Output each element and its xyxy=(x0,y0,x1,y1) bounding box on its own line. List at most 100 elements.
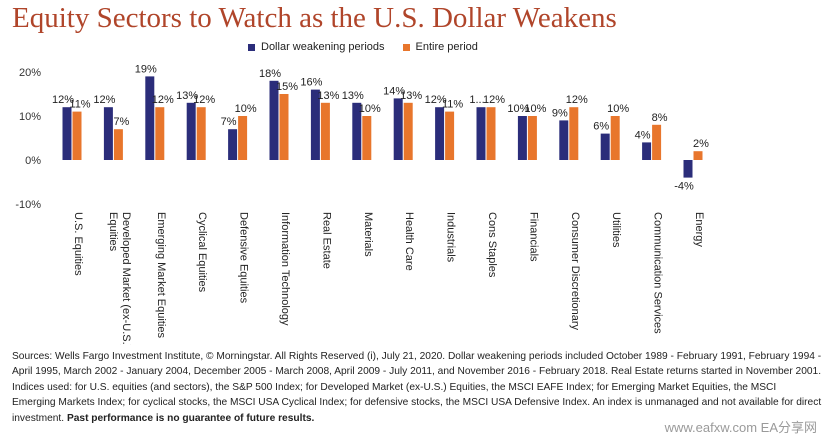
data-label-dollar-weakening: 18% xyxy=(259,68,281,80)
data-label-entire-period: 13% xyxy=(400,90,422,102)
bar-dollar-weakening xyxy=(683,160,693,178)
category-label: Energy xyxy=(693,212,705,247)
data-label-dollar-weakening: 13% xyxy=(176,90,198,102)
bar-entire-period xyxy=(196,107,206,160)
legend-item-entire-period: Entire period xyxy=(402,41,478,53)
data-label-dollar-weakening: 1... xyxy=(469,94,484,106)
category-label: Cyclical Equities xyxy=(196,212,208,293)
y-tick-label: 20% xyxy=(19,67,41,79)
bar-entire-period xyxy=(693,151,703,160)
data-label-dollar-weakening: 12% xyxy=(52,94,74,106)
legend-swatch-dollar-weakening xyxy=(248,43,255,51)
category-label-text: Real Estate xyxy=(320,212,332,269)
bar-dollar-weakening xyxy=(186,102,196,160)
data-label-entire-period: 12% xyxy=(152,94,174,106)
legend-swatch-entire-period xyxy=(402,43,410,51)
data-label-entire-period: 11% xyxy=(69,99,90,111)
watermark-text: www.eafxw.com EA分享网 xyxy=(664,420,817,435)
bar-entire-period xyxy=(320,102,330,160)
legend-item-dollar-weakening: Dollar weakening periods xyxy=(248,41,385,53)
bar-dollar-weakening xyxy=(476,107,486,160)
bar-entire-period xyxy=(155,107,165,160)
category-label-text: Cons Staples xyxy=(486,212,498,278)
bar-dollar-weakening xyxy=(559,120,569,160)
bar-entire-period xyxy=(610,116,620,160)
category-label: Industrials xyxy=(445,212,457,263)
category-label: Utilities xyxy=(610,212,622,248)
data-label-dollar-weakening: 13% xyxy=(342,90,364,102)
data-label-dollar-weakening: 12% xyxy=(425,94,447,106)
bar-dollar-weakening xyxy=(62,107,72,160)
data-label-entire-period: 10% xyxy=(235,103,257,115)
data-label-dollar-weakening: 19% xyxy=(135,63,157,75)
data-label-entire-period: 11% xyxy=(442,99,463,111)
category-label-text: Defensive Equities xyxy=(238,212,250,304)
source-note: Sources: Wells Fargo Investment Institut… xyxy=(12,349,822,426)
category-label: Real Estate xyxy=(320,212,332,269)
data-label-dollar-weakening: 12% xyxy=(93,94,115,106)
data-label-dollar-weakening: 7% xyxy=(221,116,237,128)
category-label: Defensive Equities xyxy=(238,212,250,304)
category-label: U.S. Equities xyxy=(72,212,84,276)
chart-title: Equity Sectors to Watch as the U.S. Doll… xyxy=(12,2,617,34)
category-label-text: Equities xyxy=(107,212,119,252)
y-tick-label: 0% xyxy=(25,155,41,167)
bar-entire-period xyxy=(527,116,537,160)
category-label-text: Cyclical Equities xyxy=(196,212,208,293)
category-label: Health Care xyxy=(403,212,415,271)
data-label-entire-period: 10% xyxy=(359,103,381,115)
bar-entire-period xyxy=(362,116,372,160)
data-label-dollar-weakening: 9% xyxy=(552,107,568,119)
category-label-text: Emerging Market Equities xyxy=(155,212,167,338)
category-label-text: Materials xyxy=(362,212,374,257)
category-label: Consumer Discretionary xyxy=(569,212,581,330)
bar-dollar-weakening xyxy=(228,129,238,160)
bar-entire-period xyxy=(279,94,289,160)
data-label-entire-period: 12% xyxy=(483,94,505,106)
bar-dollar-weakening xyxy=(269,80,279,160)
data-label-entire-period: 10% xyxy=(524,103,546,115)
bar-dollar-weakening xyxy=(642,142,652,160)
legend-label-entire-period: Entire period xyxy=(415,41,478,53)
category-label-text: Developed Market (ex-U.S.) xyxy=(120,212,132,345)
bar-chart: 20%10%0%-10%12%11%U.S. Equities12%7%Deve… xyxy=(15,63,709,345)
bar-dollar-weakening xyxy=(393,98,403,160)
data-label-dollar-weakening: 4% xyxy=(635,129,651,141)
category-label-text: Consumer Discretionary xyxy=(569,212,581,330)
category-label: Developed Market (ex-U.S.)Equities xyxy=(107,212,132,345)
bar-dollar-weakening xyxy=(600,133,610,160)
bar-entire-period xyxy=(113,129,123,160)
category-label-text: Financials xyxy=(527,212,539,262)
data-label-entire-period: 8% xyxy=(652,112,668,124)
category-label-text: Communication Services xyxy=(652,212,664,334)
source-text: Sources: Wells Fargo Investment Institut… xyxy=(12,351,822,424)
legend-label-dollar-weakening: Dollar weakening periods xyxy=(261,41,385,53)
data-label-entire-period: 13% xyxy=(317,90,339,102)
y-tick-label: 10% xyxy=(19,111,41,123)
category-label: Materials xyxy=(362,212,374,257)
bar-entire-period xyxy=(72,111,82,160)
category-label-text: Utilities xyxy=(610,212,622,248)
bar-dollar-weakening xyxy=(103,107,113,160)
category-label: Communication Services xyxy=(652,212,664,334)
category-label-text: Information Technology xyxy=(279,212,291,326)
data-label-entire-period: 12% xyxy=(566,94,588,106)
data-label-dollar-weakening: 16% xyxy=(300,77,322,89)
bar-dollar-weakening xyxy=(145,76,155,160)
bar-dollar-weakening xyxy=(435,107,445,160)
category-label: Cons Staples xyxy=(486,212,498,278)
data-label-entire-period: 15% xyxy=(276,81,298,93)
bar-entire-period xyxy=(569,107,579,160)
bar-entire-period xyxy=(238,116,248,160)
category-label: Emerging Market Equities xyxy=(155,212,167,338)
data-label-dollar-weakening: 10% xyxy=(507,103,529,115)
data-label-entire-period: 12% xyxy=(193,94,215,106)
data-label-dollar-weakening: 14% xyxy=(383,85,405,97)
bar-entire-period xyxy=(652,124,662,160)
bar-entire-period xyxy=(403,102,413,160)
data-label-entire-period: 10% xyxy=(607,103,629,115)
bar-dollar-weakening xyxy=(310,89,320,160)
bar-dollar-weakening xyxy=(352,102,362,160)
bar-dollar-weakening xyxy=(517,116,527,160)
legend: Dollar weakening periods Entire period xyxy=(248,41,478,53)
